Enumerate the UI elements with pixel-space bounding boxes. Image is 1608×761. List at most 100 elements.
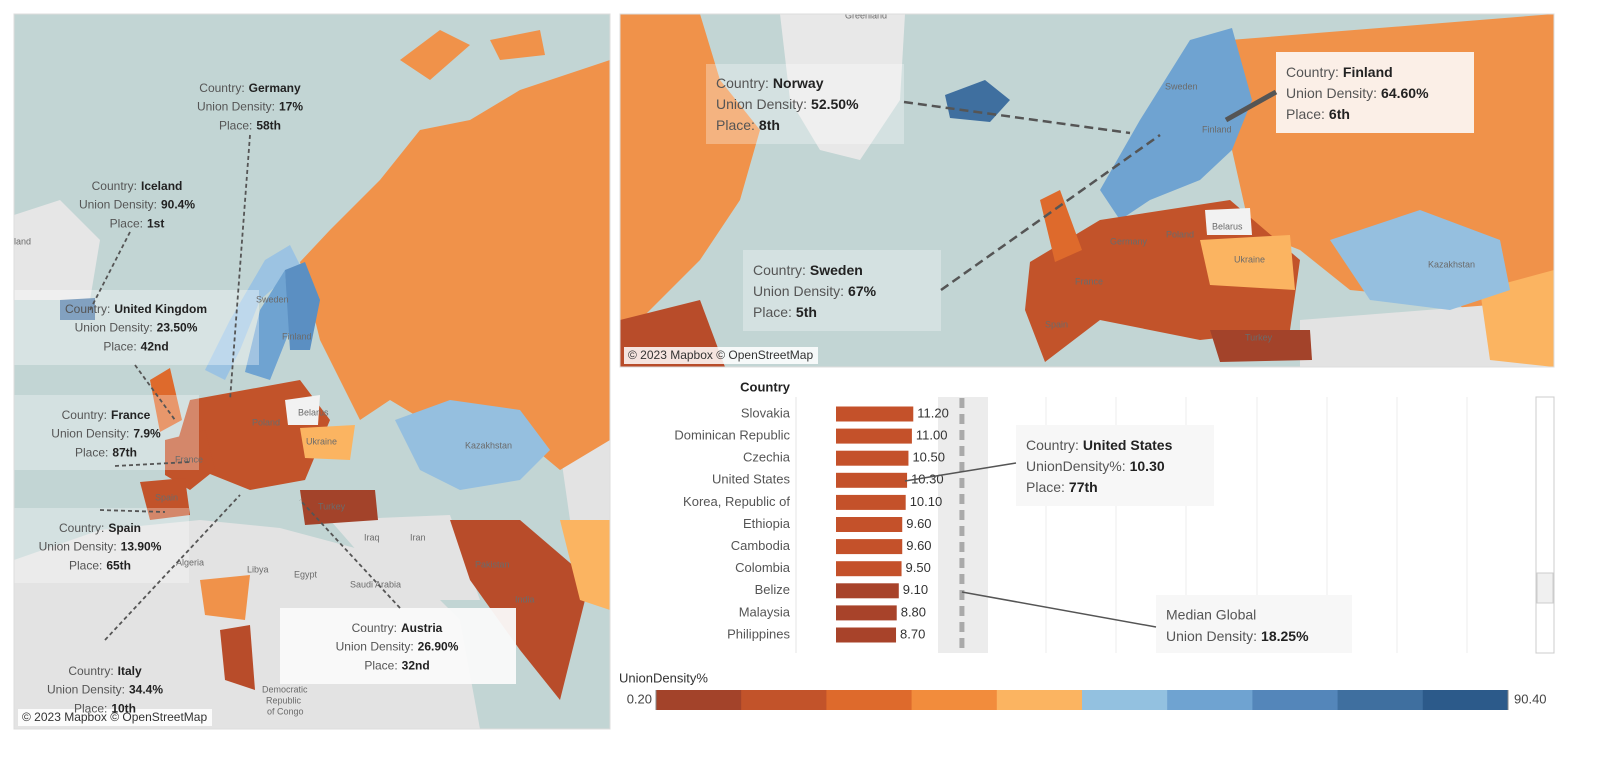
china — [1480, 270, 1554, 367]
map-label: Belarus — [298, 407, 329, 417]
land — [330, 515, 480, 600]
turkey — [1210, 330, 1312, 362]
bar — [836, 472, 908, 488]
annotation-band — [14, 395, 199, 470]
annotation-value: Iceland — [141, 179, 182, 193]
land — [14, 200, 100, 300]
spain — [140, 478, 190, 520]
map-label: Iraq — [364, 532, 380, 542]
belarus — [1205, 208, 1252, 235]
tooltip-pointer — [904, 462, 1017, 482]
reference-pointer — [961, 591, 1157, 628]
annotation-line: Country: Germany — [199, 81, 301, 95]
annotation-line: Union Density: 67% — [753, 283, 877, 299]
map-label: Turkey — [318, 501, 346, 511]
map-label: Republic — [266, 695, 302, 705]
value-label: 9.60 — [906, 538, 931, 553]
legend-min-label: 0.20 — [627, 691, 652, 706]
scroll-thumb[interactable] — [1536, 572, 1554, 604]
annotation-value: 10.30 — [1130, 458, 1165, 474]
y-tick-label: Ethiopia — [743, 516, 791, 531]
y-tick-label: Slovakia — [741, 405, 791, 420]
map-label: Ukraine — [1234, 254, 1265, 264]
annotation-value: 7.9% — [133, 427, 161, 441]
y-tick-label: Dominican Republic — [674, 428, 790, 443]
annotation-value: 52.50% — [811, 96, 859, 112]
map-label: Sweden — [256, 294, 289, 304]
y-tick-label: Czechia — [743, 450, 791, 465]
left-map[interactable]: Belarus Kazakhstan Iraq Iran Algeria Lib… — [14, 14, 610, 729]
annotation-key: Place: — [364, 659, 397, 673]
annotation-key: Country: — [199, 81, 244, 95]
annotation-line: Place: 32nd — [364, 659, 429, 673]
annotation-line: Place: 1st — [110, 217, 165, 231]
belarus — [285, 395, 320, 425]
east-russia — [560, 140, 610, 420]
map-label: France — [1075, 276, 1103, 286]
bar — [836, 494, 906, 510]
annotation-value: 1st — [147, 217, 164, 231]
annotation-value: 23.50% — [157, 321, 198, 335]
annotation-value: Spain — [108, 521, 141, 535]
kazakhstan — [395, 400, 550, 490]
annotation-key: Country: — [753, 262, 806, 278]
ukraine — [300, 425, 355, 460]
annotation-value: 5th — [796, 304, 817, 320]
annotation-key: Country: — [65, 302, 110, 316]
bar — [836, 583, 899, 599]
annotation-key: Union Density: — [1286, 85, 1377, 101]
south-asia — [450, 520, 590, 700]
annotation-key: Union Density: — [39, 540, 117, 554]
tooltip-box — [1016, 425, 1214, 506]
uk — [150, 368, 182, 432]
scrollbar[interactable] — [1535, 396, 1555, 654]
annotation-value: 58th — [256, 119, 281, 133]
annotation-line: Union Density: 7.9% — [51, 427, 161, 441]
annotation-key: Union Density: — [197, 100, 275, 114]
annotation-box — [706, 64, 904, 144]
annotation-value: Sweden — [810, 262, 863, 278]
annotation-line: Place: 58th — [219, 119, 281, 133]
annotation-line: Union Density: 17% — [197, 100, 303, 114]
annotation-key: Place: — [219, 119, 252, 133]
value-label: 9.10 — [903, 582, 928, 597]
island — [400, 30, 470, 80]
iceland — [60, 298, 95, 320]
leader-line — [1224, 89, 1278, 123]
legend-swatch — [1167, 690, 1253, 710]
map-label: Egypt — [294, 569, 318, 579]
value-label: 9.50 — [906, 560, 931, 575]
annotation-line: Country: United States — [1026, 437, 1173, 453]
annotation-key: Country: — [59, 521, 104, 535]
map-label: Democratic — [262, 684, 308, 694]
map-label: India — [515, 594, 535, 604]
annotation-line: Place: 8th — [716, 117, 780, 133]
annotation-key: Place: — [110, 217, 143, 231]
y-tick-label: Cambodia — [731, 538, 791, 553]
annotation-line: Place: 65th — [69, 559, 131, 573]
value-label: 11.00 — [916, 428, 948, 443]
map-label: Turkey — [1245, 332, 1273, 342]
legend-swatch — [741, 690, 827, 710]
annotation-box — [743, 250, 941, 331]
legend-swatch — [656, 690, 742, 710]
annotation-value: France — [111, 408, 151, 422]
annotation-value: Norway — [773, 75, 824, 91]
annotation-line: Country: Austria — [352, 621, 443, 635]
china — [560, 520, 610, 610]
y-tick-label: Belize — [755, 582, 790, 597]
annotation-value: 13.90% — [121, 540, 162, 554]
bar — [836, 539, 903, 555]
annotation-line: Country: Sweden — [753, 262, 863, 278]
map-label: Ukraine — [306, 436, 337, 446]
annotation-line: Place: 87th — [75, 446, 137, 460]
right-map[interactable]: Greenland Belarus Ukraine Kazakhstan Pol… — [620, 10, 1554, 367]
leader-line — [134, 364, 176, 421]
russia — [300, 60, 610, 470]
finland — [285, 262, 320, 350]
legend-swatch — [1082, 690, 1168, 710]
norway — [205, 245, 300, 380]
map-label: of Congo — [267, 706, 304, 716]
uk — [1040, 190, 1082, 262]
